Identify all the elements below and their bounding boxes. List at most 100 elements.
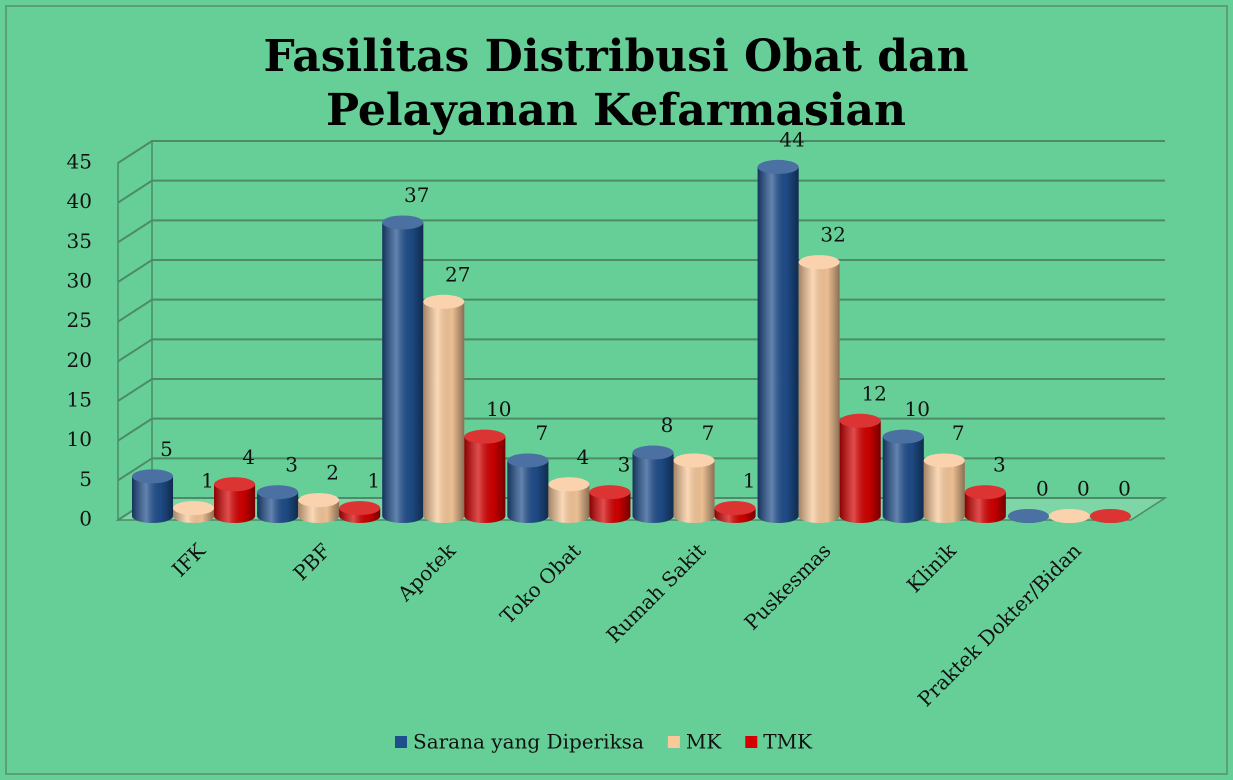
bar-top [339, 501, 381, 516]
bar-top [1089, 509, 1131, 523]
bar-top-shade [757, 159, 799, 174]
legend-swatch [395, 736, 407, 748]
y-tick-label: 10 [67, 427, 92, 451]
y-tick-label: 0 [79, 507, 92, 531]
bar [1089, 509, 1131, 523]
bar-top-shade [507, 453, 549, 468]
bar [548, 477, 590, 523]
bar-top [507, 453, 549, 468]
bar-shade [839, 420, 881, 523]
back-wall [117, 139, 153, 522]
data-label: 3 [618, 453, 631, 477]
bar-shade [464, 436, 506, 523]
y-tick-label: 35 [67, 229, 92, 253]
bar-top-shade [1089, 509, 1131, 523]
y-tick-label: 30 [67, 269, 92, 293]
bar-top [257, 485, 299, 500]
data-label: 3 [285, 453, 298, 477]
bar [423, 294, 465, 523]
data-label: 12 [861, 381, 886, 405]
bar [673, 453, 715, 523]
y-tick-label: 25 [67, 308, 92, 332]
data-label: 4 [577, 445, 590, 469]
bar-top [298, 493, 340, 508]
bar-top-shade [673, 453, 715, 468]
legend-swatch [667, 736, 680, 748]
bar-top [1048, 509, 1090, 523]
bar-top-shade [257, 485, 299, 500]
bar-top [839, 413, 881, 428]
grid-line [117, 219, 1165, 244]
grid-line [117, 179, 1165, 204]
bar-shade [673, 460, 715, 523]
data-label: 27 [445, 262, 470, 286]
bar [1048, 509, 1090, 523]
bar-top-shade [923, 453, 965, 468]
grid-line [117, 259, 1165, 283]
bar-top [714, 501, 756, 516]
x-tick-label: Puskesmas [739, 538, 835, 634]
bar-top-shade [464, 429, 506, 444]
bar-top-shade [423, 294, 465, 309]
data-label: 7 [952, 421, 965, 445]
data-label: 37 [404, 183, 429, 207]
bar-top-shade [382, 215, 424, 230]
bar [382, 215, 424, 523]
bar [464, 429, 506, 523]
bar [632, 445, 674, 523]
bar [589, 485, 631, 523]
data-label: 0 [1118, 477, 1131, 501]
bar [214, 477, 256, 523]
bar-top [423, 294, 465, 309]
data-label: 1 [743, 469, 756, 493]
data-label: 4 [242, 445, 255, 469]
bar [839, 413, 881, 523]
x-tick-label: Klinik [902, 538, 961, 597]
y-tick-label: 20 [67, 348, 92, 372]
bar-top-shade [1007, 509, 1049, 523]
bar-top [798, 255, 840, 270]
x-tick-label: Apotek [392, 538, 461, 607]
y-tick-label: 40 [67, 189, 92, 213]
grid-line [117, 378, 1165, 402]
bar-top-shade [882, 429, 924, 444]
data-label: 0 [1036, 477, 1049, 501]
bar-top-shade [632, 445, 674, 460]
data-label: 3 [993, 453, 1006, 477]
data-label: 10 [486, 397, 511, 421]
data-label: 8 [661, 413, 674, 437]
bar-shade [382, 222, 424, 523]
data-label: 1 [367, 469, 380, 493]
y-tick-label: 15 [67, 388, 92, 412]
bar-top-shade [798, 255, 840, 270]
bar-shade [507, 460, 549, 523]
bar-top [382, 215, 424, 230]
grid-line [117, 298, 1165, 323]
bar-top [632, 445, 674, 460]
grid-line [117, 338, 1165, 363]
bar-top-shade [173, 501, 215, 516]
bar [798, 255, 840, 523]
bar [714, 501, 756, 523]
bar-shade [923, 460, 965, 523]
bar-top-shade [298, 493, 340, 508]
x-tick-label: Rumah Sakit [601, 538, 710, 647]
legend-label: Sarana yang Diperiksa [413, 730, 644, 754]
bar [923, 453, 965, 523]
data-label: 10 [905, 397, 930, 421]
grid-line [117, 417, 1165, 442]
legend-label: TMK [763, 730, 813, 754]
data-label: 2 [326, 461, 339, 485]
bar-shade [423, 301, 465, 523]
bar-top-shade [589, 485, 631, 500]
legend-swatch [745, 736, 758, 748]
bar [757, 159, 799, 523]
bar-top-shade [714, 501, 756, 516]
bar-top [673, 453, 715, 468]
chart-title: Fasilitas Distribusi Obat dan Pelayanan … [263, 31, 969, 136]
bar-top-shade [964, 485, 1006, 500]
legend-label: MK [686, 730, 722, 754]
bar-shade [757, 166, 799, 523]
bar-top [132, 469, 174, 484]
